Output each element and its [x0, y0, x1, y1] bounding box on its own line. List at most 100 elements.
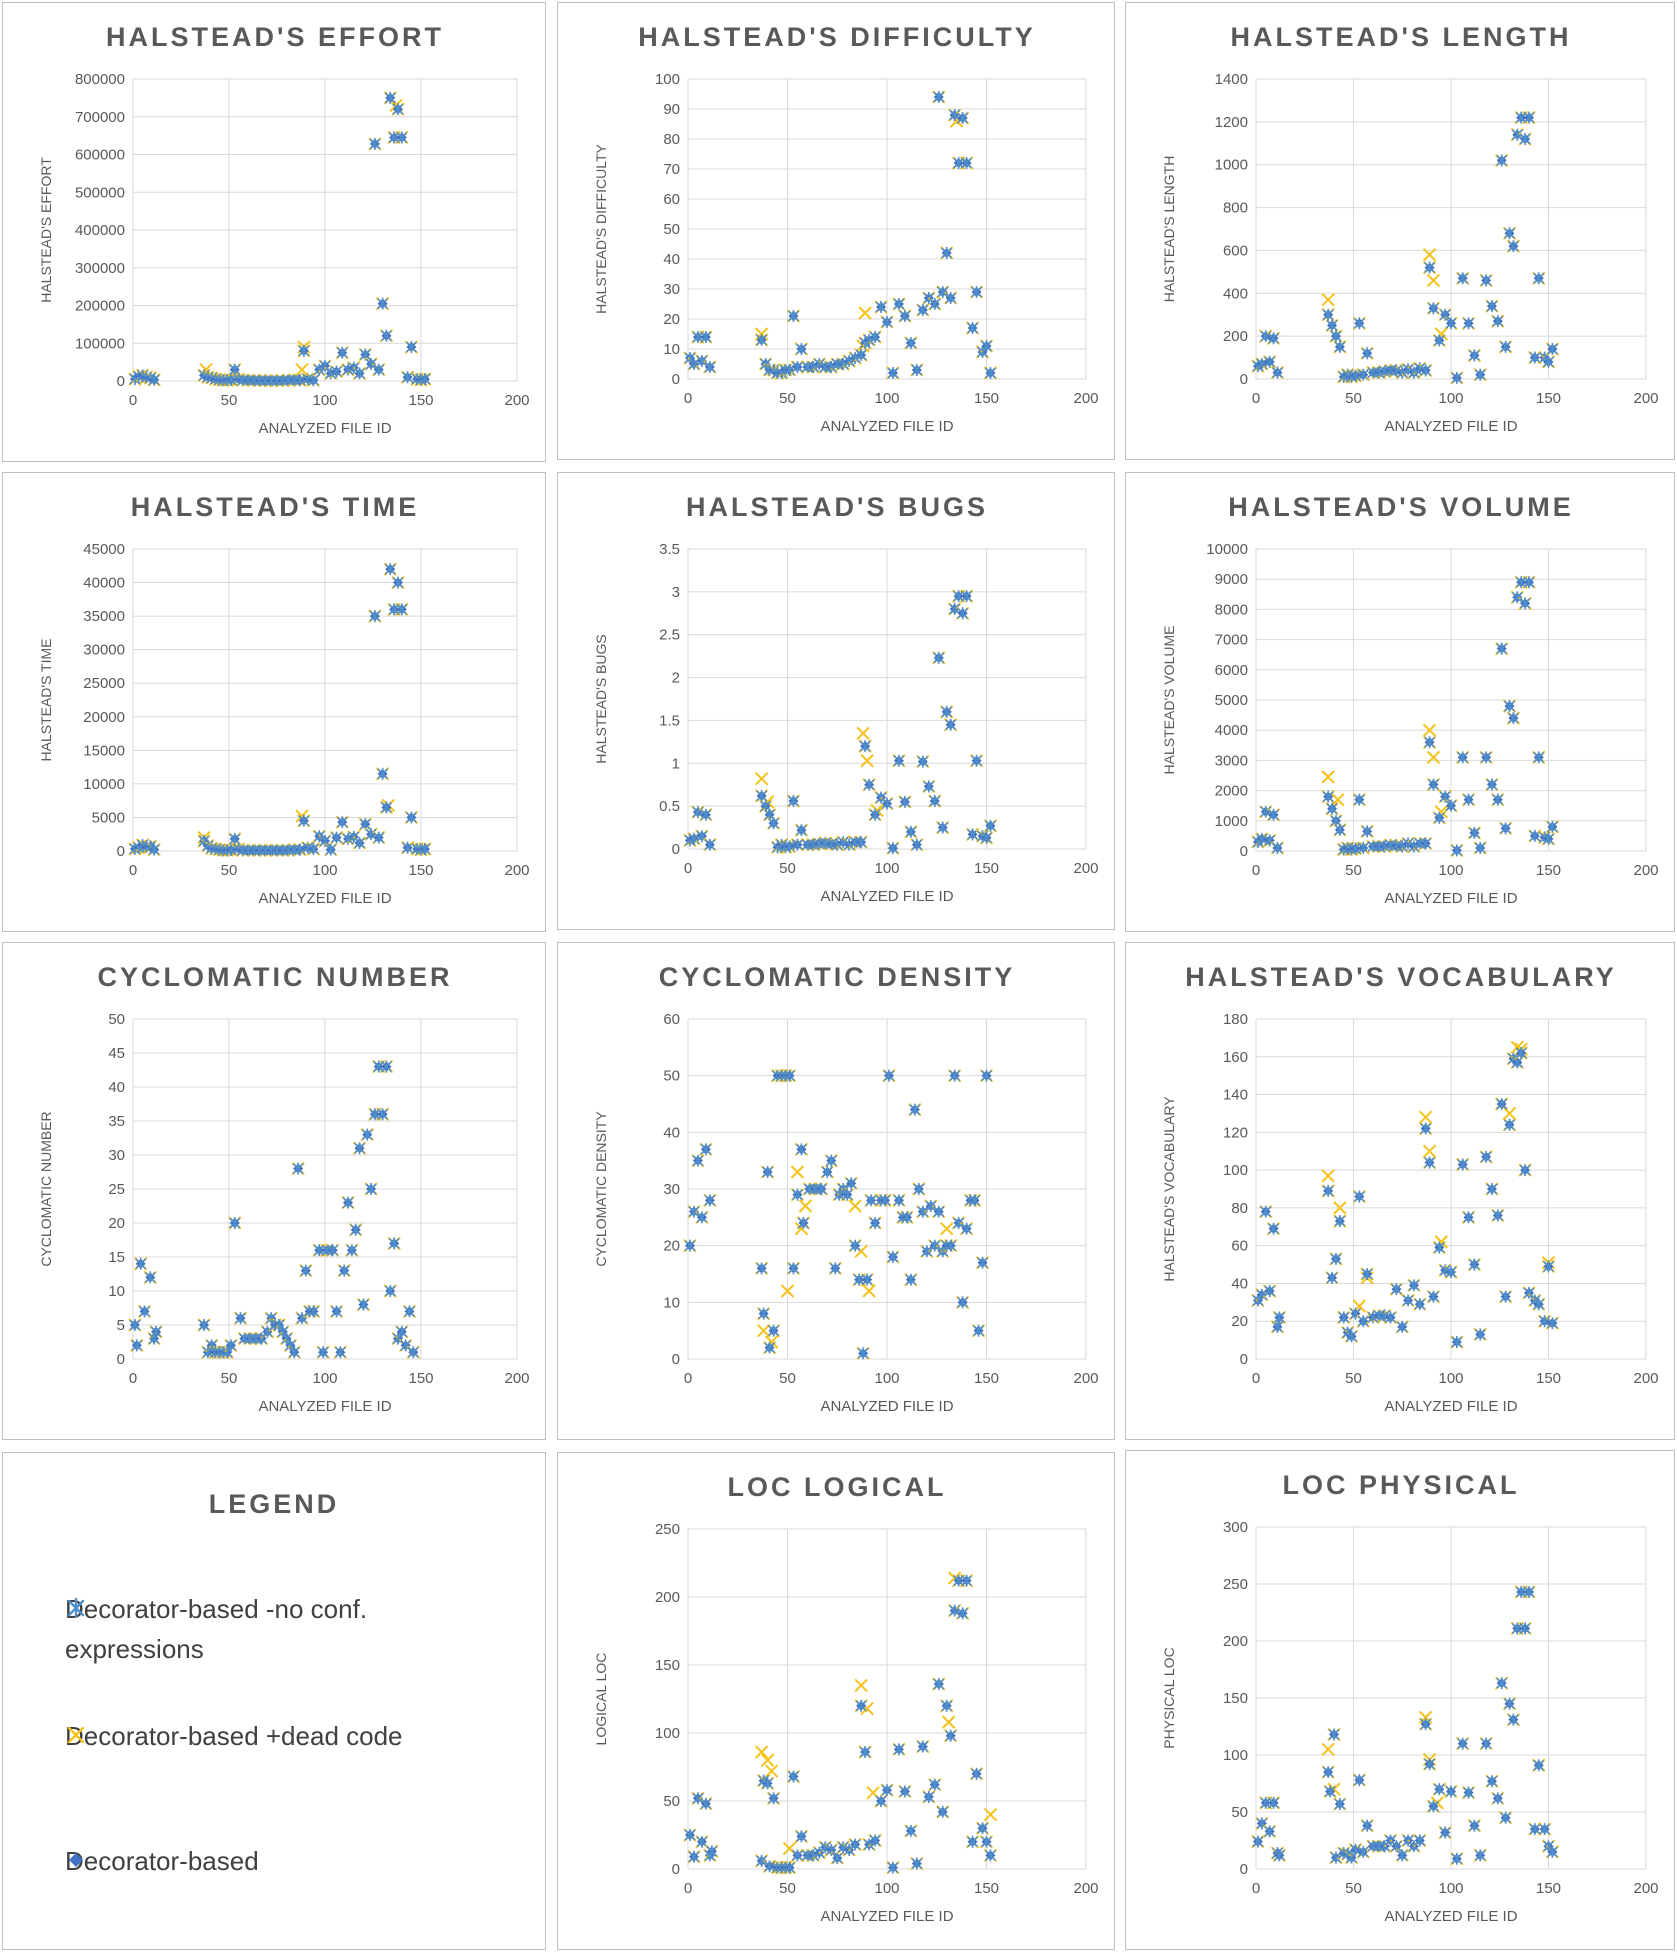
- data-point: [691, 805, 705, 819]
- data-point: [924, 1199, 938, 1213]
- x-tick-label: 150: [408, 862, 433, 879]
- y-tick-label: 600000: [75, 147, 125, 164]
- data-point-dead-code: [1422, 248, 1437, 262]
- x-tick-label: 150: [1536, 1370, 1561, 1387]
- data-point: [1438, 1825, 1452, 1840]
- legend-item-no-conf: Decorator-based -no conf. expressions: [65, 1589, 445, 1669]
- y-tick-label: 200: [1223, 328, 1248, 345]
- data-point: [786, 794, 801, 808]
- data-point: [228, 1216, 242, 1230]
- y-tick-label: 1: [672, 755, 680, 772]
- y-tick-label: 2000: [1215, 783, 1248, 800]
- x-tick-label: 50: [221, 1370, 238, 1387]
- data-point: [387, 1236, 401, 1251]
- data-point: [1461, 792, 1476, 807]
- data-point: [858, 739, 872, 753]
- y-tick-label: 30: [663, 1181, 680, 1198]
- x-tick-label: 200: [1073, 860, 1098, 877]
- data-point: [1426, 1289, 1441, 1304]
- data-point: [1532, 271, 1546, 285]
- chart-title: LOC PHYSICAL: [1282, 1470, 1519, 1500]
- data-point-dead-code: [764, 1764, 779, 1778]
- data-point: [306, 842, 321, 856]
- data-point: [306, 373, 321, 387]
- data-point: [760, 1776, 775, 1791]
- data-point: [1485, 1774, 1499, 1788]
- data-point: [760, 1165, 775, 1179]
- data-point: [916, 754, 930, 769]
- data-point: [1333, 1797, 1347, 1811]
- data-point: [1344, 1329, 1359, 1344]
- legend-title: LEGEND: [208, 1489, 340, 1519]
- data-point: [352, 366, 367, 381]
- data-point: [848, 1238, 862, 1253]
- y-tick-label: 10: [663, 1294, 680, 1311]
- y-tick-label: 800: [1223, 200, 1248, 217]
- data-point: [790, 360, 805, 374]
- data-point: [325, 1243, 340, 1257]
- data-point-dead-code: [939, 1221, 954, 1236]
- data-point: [868, 1216, 882, 1230]
- data-point: [383, 562, 397, 576]
- chart-panel-bugs: HALSTEAD'S BUGS 0 0.5 1 1.5 2 2.5 3 3.5 0 50 100 150…: [557, 472, 1115, 930]
- data-point: [904, 1272, 918, 1287]
- data-point-dead-code: [1321, 770, 1335, 784]
- y-tick-label: 20000: [83, 709, 125, 726]
- data-point: [147, 373, 161, 387]
- y-tick-label: 0: [1240, 1351, 1248, 1368]
- data-point: [1522, 110, 1536, 125]
- data-point: [1325, 318, 1339, 333]
- data-point: [1502, 1696, 1517, 1711]
- y-tick-label: 5000: [92, 809, 125, 826]
- data-point: [1498, 1289, 1513, 1304]
- data-point: [1325, 802, 1339, 816]
- data-point: [965, 321, 980, 335]
- data-point: [1541, 832, 1556, 846]
- y-tick-label: 20: [663, 311, 680, 328]
- y-tick-label: 35: [108, 1113, 125, 1130]
- data-point: [1494, 1097, 1509, 1111]
- y-tick-label: 50: [663, 1793, 680, 1810]
- x-tick-label: 50: [779, 390, 796, 407]
- data-point: [316, 1345, 330, 1359]
- data-point-dead-code: [756, 1323, 771, 1338]
- data-point: [1413, 1833, 1427, 1848]
- data-point-dead-code: [1321, 293, 1335, 307]
- data-point: [379, 1059, 394, 1074]
- data-point: [130, 1338, 144, 1353]
- y-tick-label: 20: [1231, 1313, 1248, 1330]
- data-point: [754, 789, 769, 803]
- x-tick-label: 50: [221, 862, 238, 879]
- data-point: [1329, 814, 1343, 828]
- x-tick-label: 50: [1345, 390, 1362, 407]
- data-point: [358, 817, 373, 831]
- y-tick-label: 30: [663, 281, 680, 298]
- data-point: [341, 1195, 355, 1210]
- data-point: [400, 370, 415, 384]
- data-point: [299, 1263, 313, 1278]
- data-point: [333, 1345, 348, 1359]
- x-axis-label: ANALYZED FILE ID: [820, 1398, 953, 1415]
- data-point: [943, 291, 958, 305]
- y-tick-label: 3000: [1215, 752, 1248, 769]
- data-point: [705, 1844, 719, 1859]
- data-point: [1262, 1824, 1277, 1839]
- y-tick-label: 300: [1223, 1519, 1248, 1536]
- data-point: [868, 1833, 882, 1848]
- y-tick-label: 40: [108, 1079, 125, 1096]
- chart-difficulty: HALSTEAD'S DIFFICULTY 0 10 20 30 40 50 60 70 80 90…: [593, 22, 1099, 435]
- y-tick-label: 10000: [1206, 541, 1248, 558]
- data-point: [1485, 1182, 1499, 1196]
- data-point: [1438, 308, 1452, 322]
- y-tick-label: 45: [108, 1045, 125, 1062]
- data-point: [228, 832, 242, 846]
- data-point: [297, 344, 311, 358]
- y-tick-label: 100: [1223, 1162, 1248, 1179]
- y-tick-label: 5: [117, 1317, 125, 1334]
- data-point: [379, 800, 394, 815]
- data-point: [928, 1238, 942, 1253]
- y-tick-label: 200: [1223, 1633, 1248, 1650]
- data-point: [291, 1161, 305, 1176]
- chart-panel-cyclomatic-density: CYCLOMATIC DENSITY 0 10 20 30 40 50 60 0 50 100 150…: [557, 942, 1115, 1440]
- data-point: [1522, 1585, 1536, 1599]
